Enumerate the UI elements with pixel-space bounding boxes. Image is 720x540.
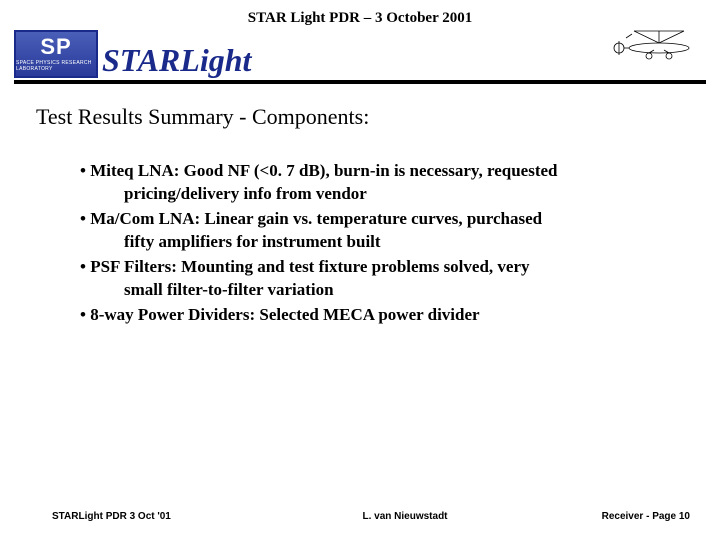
- header-divider: [14, 80, 706, 84]
- bullet-item: • Miteq LNA: Good NF (<0. 7 dB), burn-in…: [80, 160, 660, 206]
- footer-left: STARLight PDR 3 Oct '01: [52, 511, 171, 522]
- bullet-continuation: small filter-to-filter variation: [80, 279, 660, 302]
- bullet-list: • Miteq LNA: Good NF (<0. 7 dB), burn-in…: [80, 160, 660, 329]
- bullet-line: • 8-way Power Dividers: Selected MECA po…: [80, 305, 480, 324]
- bullet-line: • PSF Filters: Mounting and test fixture…: [80, 257, 530, 276]
- bullet-item: • Ma/Com LNA: Linear gain vs. temperatur…: [80, 208, 660, 254]
- footer: STARLight PDR 3 Oct '01 L. van Nieuwstad…: [52, 511, 690, 522]
- aircraft-icon: [604, 16, 704, 66]
- bullet-item: • 8-way Power Dividers: Selected MECA po…: [80, 304, 660, 327]
- bullet-continuation: fifty amplifiers for instrument built: [80, 231, 660, 254]
- logo-main-text: SP: [40, 36, 71, 58]
- logo-sub-text: SPACE PHYSICS RESEARCH LABORATORY: [16, 60, 96, 72]
- brand-title: STARLight: [102, 42, 251, 79]
- footer-author: L. van Nieuwstadt: [362, 511, 447, 522]
- footer-page: Receiver - Page 10: [602, 511, 690, 522]
- bullet-item: • PSF Filters: Mounting and test fixture…: [80, 256, 660, 302]
- sprl-logo: SP SPACE PHYSICS RESEARCH LABORATORY: [14, 30, 98, 78]
- header: STAR Light PDR – 3 October 2001 SP SPACE…: [0, 0, 720, 88]
- bullet-line: • Ma/Com LNA: Linear gain vs. temperatur…: [80, 209, 542, 228]
- slide-heading: Test Results Summary - Components:: [36, 104, 369, 130]
- bullet-line: • Miteq LNA: Good NF (<0. 7 dB), burn-in…: [80, 161, 557, 180]
- bullet-continuation: pricing/delivery info from vendor: [80, 183, 660, 206]
